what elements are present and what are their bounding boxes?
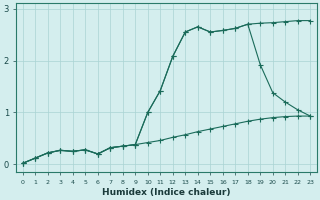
X-axis label: Humidex (Indice chaleur): Humidex (Indice chaleur) [102, 188, 231, 197]
